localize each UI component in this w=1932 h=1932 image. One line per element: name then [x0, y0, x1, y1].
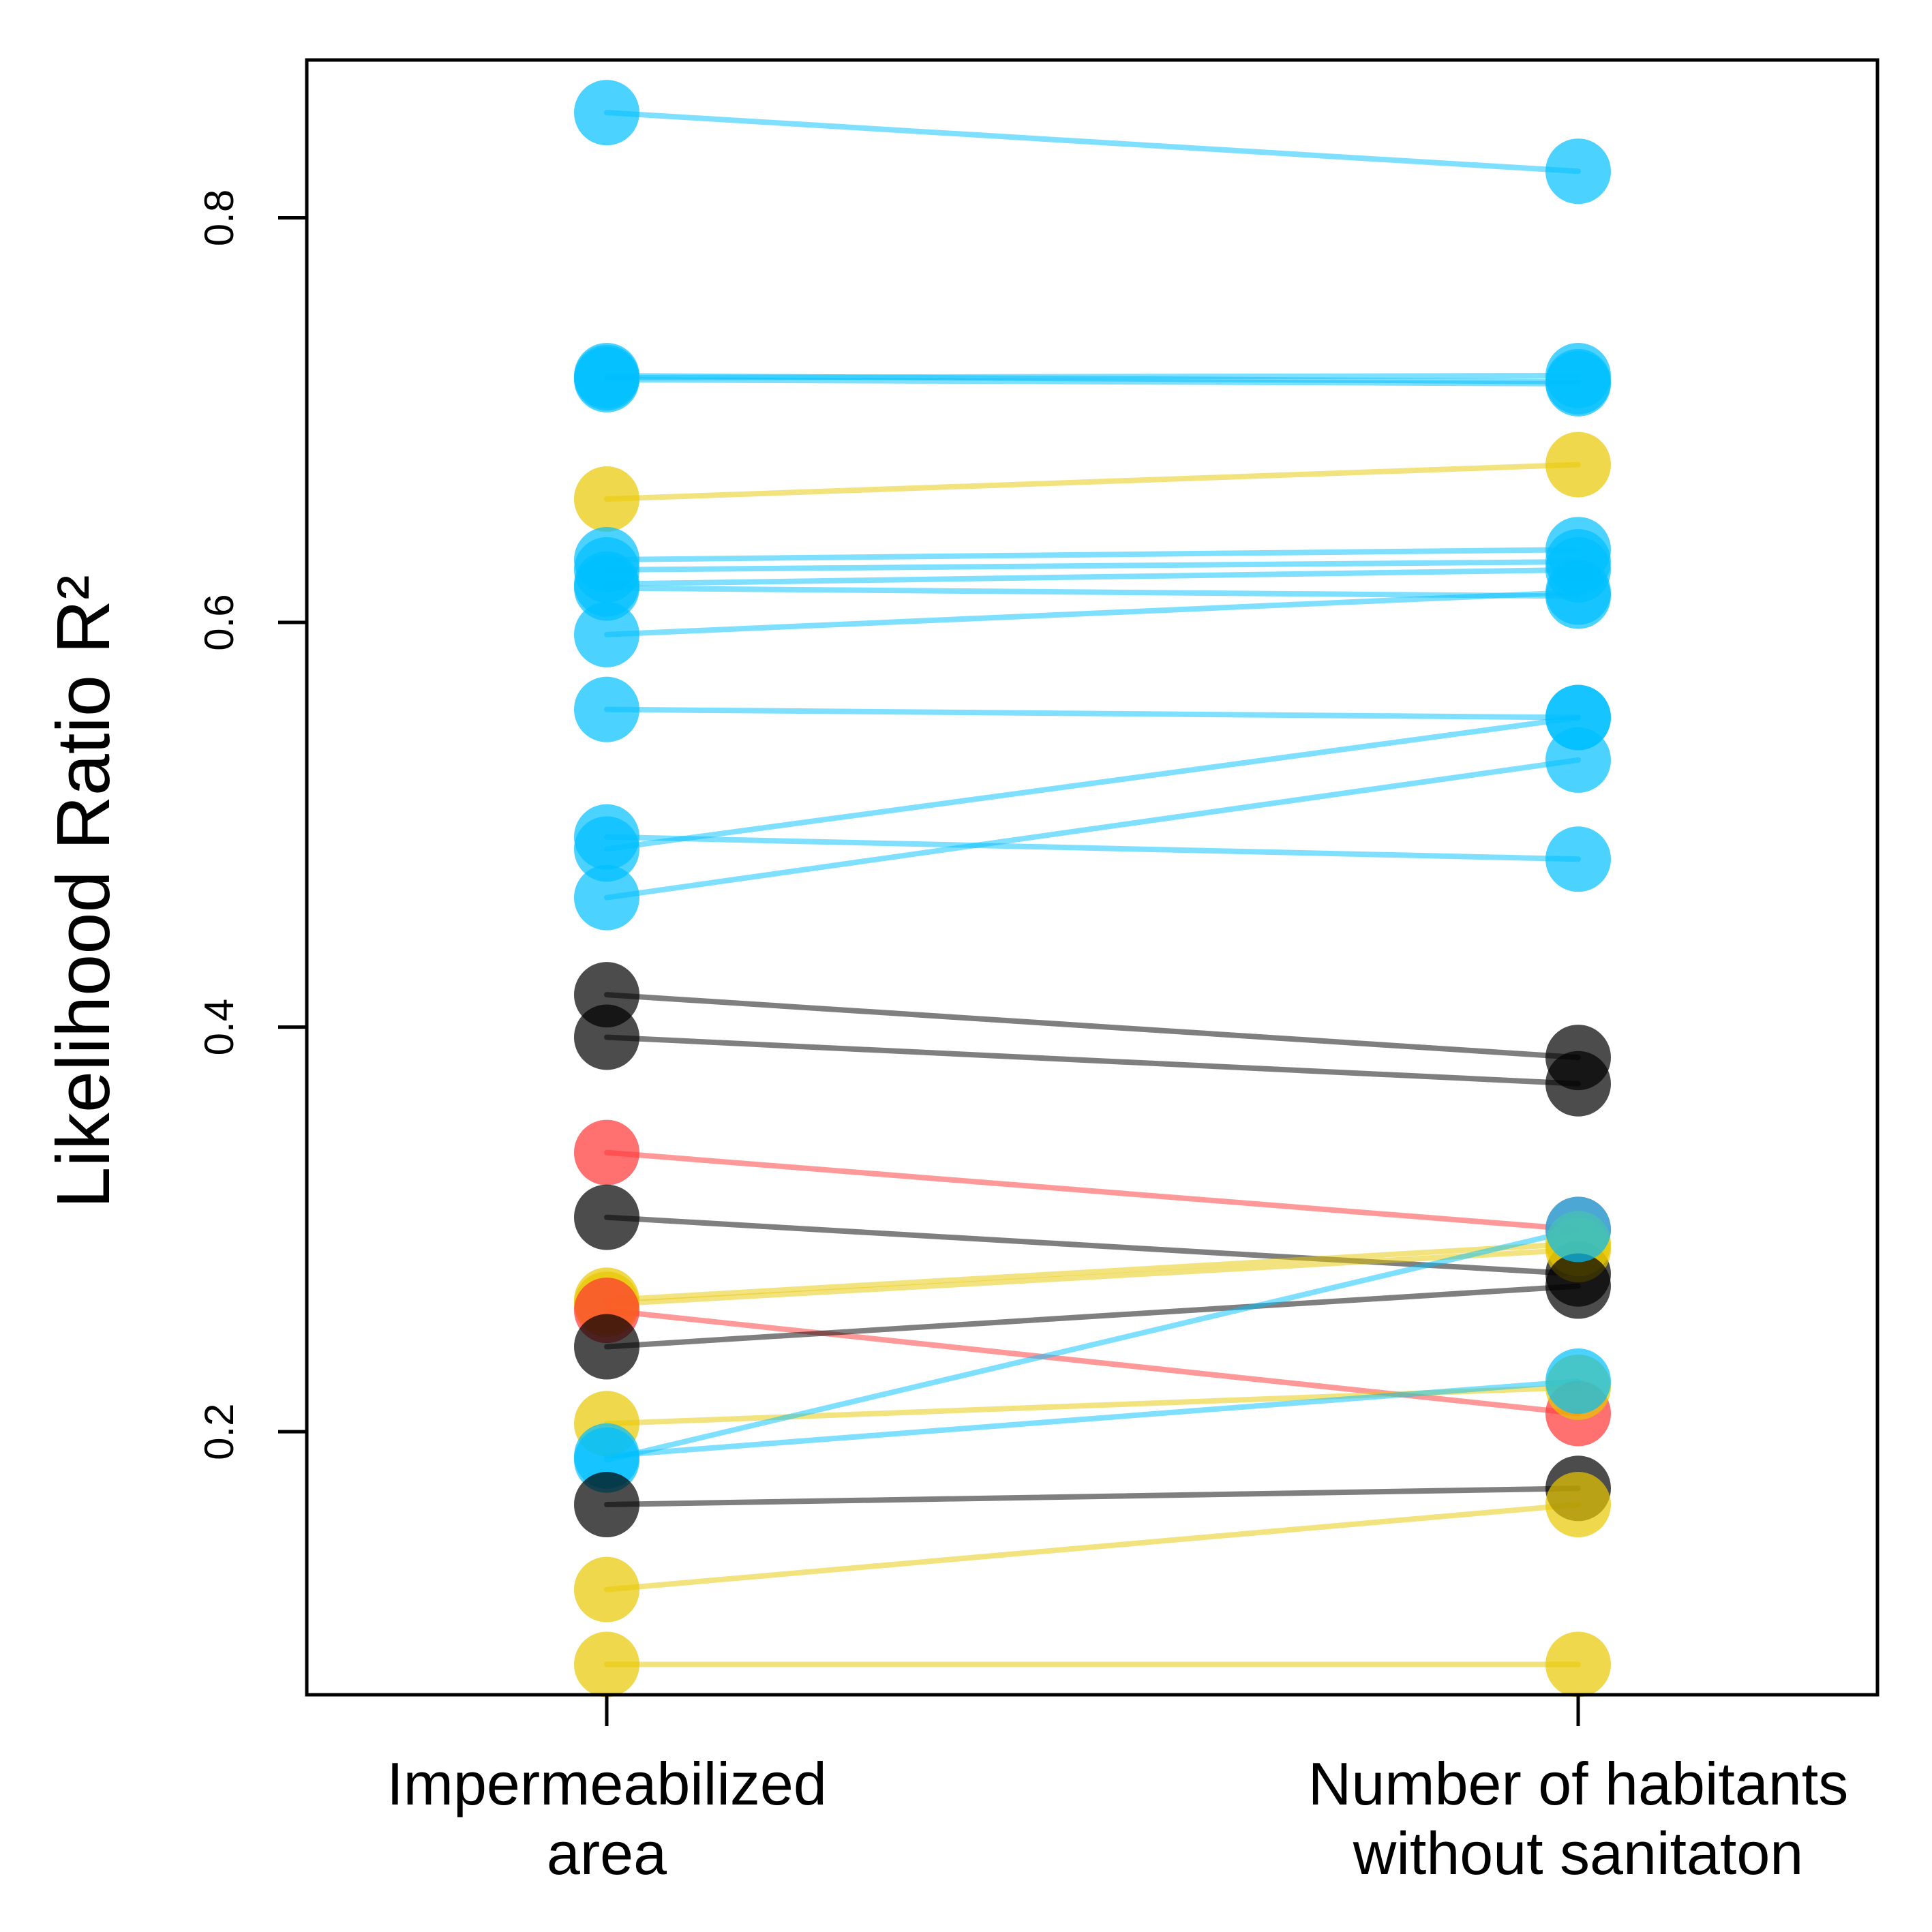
point-4-habitants [1545, 350, 1611, 417]
y-axis: 0.2 0.4 0.6 0.8 [196, 190, 307, 1460]
point-26-impermeabilized [574, 1472, 639, 1538]
x-category-label: without sanitaton [1353, 1820, 1803, 1887]
point-24-habitants [1545, 1348, 1611, 1414]
point-5-habitants [1545, 432, 1611, 498]
slope-line-6 [604, 547, 1581, 563]
y-tick-label: 0.4 [196, 999, 242, 1055]
point-22-habitants [1545, 1253, 1611, 1319]
point-4-impermeabilized [574, 346, 639, 412]
point-12-habitants [1545, 826, 1611, 892]
point-10-habitants [1545, 559, 1611, 625]
slope-line-16 [604, 1034, 1581, 1087]
slope-line-21 [604, 1308, 1581, 1417]
slope-line-14 [604, 757, 1581, 901]
point-9-impermeabilized [574, 555, 639, 621]
point-17-impermeabilized [574, 1119, 639, 1186]
point-18-impermeabilized [574, 1184, 639, 1250]
point-28-impermeabilized [574, 1631, 639, 1697]
slope-line-8 [604, 567, 1581, 587]
slope-line-22 [604, 1283, 1581, 1350]
slope-line-12 [604, 834, 1581, 862]
point-1-impermeabilized [574, 80, 639, 146]
point-14-habitants [1545, 727, 1611, 793]
point-22-impermeabilized [574, 1314, 639, 1380]
slope-line-11 [604, 706, 1581, 721]
slope-lines-layer [604, 110, 1581, 1667]
point-13-impermeabilized [574, 816, 639, 882]
slope-line-1 [604, 110, 1581, 175]
slope-line-9 [604, 585, 1581, 599]
points-layer [574, 80, 1611, 1697]
x-category-label: Impermeabilized [387, 1750, 827, 1817]
slope-line-5 [604, 462, 1581, 502]
point-27-habitants [1545, 1472, 1611, 1538]
slope-line-19 [604, 1241, 1581, 1303]
slope-line-10 [604, 589, 1581, 637]
point-14-impermeabilized [574, 864, 639, 931]
slope-line-18 [604, 1214, 1581, 1277]
slope-line-13 [604, 714, 1581, 852]
point-28-habitants [1545, 1631, 1611, 1697]
y-tick-label: 0.6 [196, 594, 242, 650]
slope-line-4 [604, 376, 1581, 387]
slope-line-27 [604, 1502, 1581, 1593]
point-11-impermeabilized [574, 676, 639, 742]
slope-line-26 [604, 1485, 1581, 1508]
slope-line-15 [604, 992, 1581, 1061]
slope-line-25 [604, 1226, 1581, 1463]
slope-line-20 [604, 1247, 1581, 1308]
point-16-impermeabilized [574, 1004, 639, 1070]
point-25-habitants [1545, 1196, 1611, 1263]
point-10-impermeabilized [574, 601, 639, 667]
slope-line-24 [604, 1378, 1581, 1459]
point-16-habitants [1545, 1051, 1611, 1117]
x-category-label: Number of habitants [1308, 1750, 1848, 1817]
point-27-impermeabilized [574, 1556, 639, 1622]
y-tick-label: 0.8 [196, 190, 242, 246]
slope-line-17 [604, 1149, 1581, 1233]
slope-line-3 [604, 372, 1581, 380]
point-1-habitants [1545, 138, 1611, 205]
y-tick-label: 0.2 [196, 1403, 242, 1460]
slope-line-7 [604, 559, 1581, 573]
x-category-label: area [547, 1820, 667, 1887]
plot-frame [305, 58, 1880, 1697]
y-axis-title: Likelihood Ratio R² [42, 575, 125, 1208]
point-5-impermeabilized [574, 466, 639, 532]
